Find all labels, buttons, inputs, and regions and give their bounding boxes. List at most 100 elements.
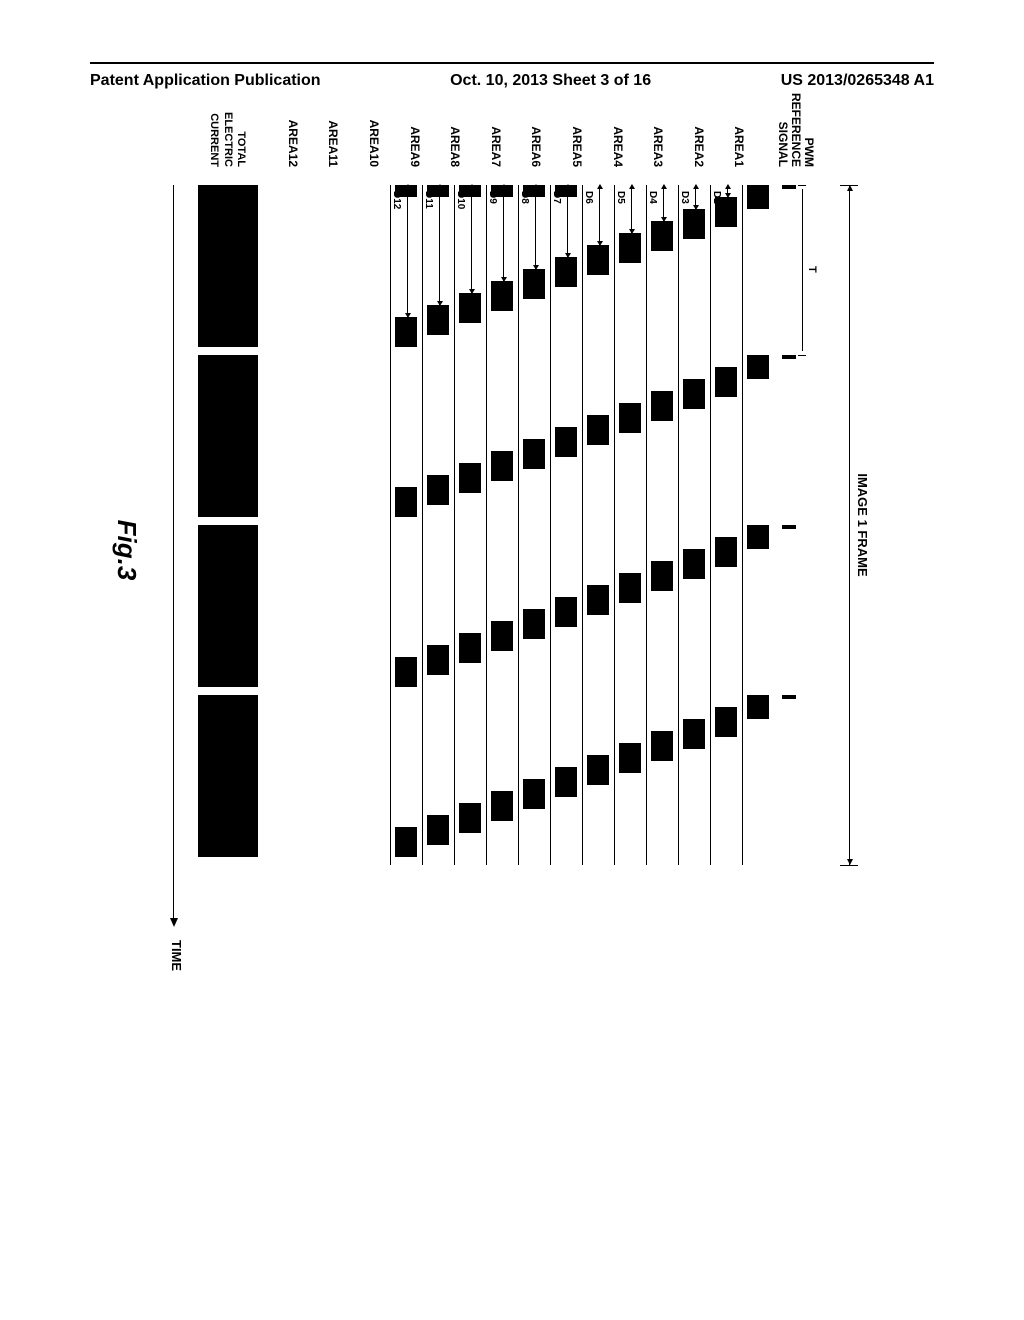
area-label: AREA11 [313, 60, 354, 175]
wraparound-pulse [555, 185, 577, 197]
period-tick [798, 185, 806, 186]
total-label: TOTAL ELECTRIC CURRENT [192, 60, 262, 175]
patent-page: Patent Application Publication Oct. 10, … [0, 0, 1024, 1320]
pwm-on-pulse [459, 633, 481, 663]
pwm-on-pulse [523, 269, 545, 299]
pwm-on-pulse [491, 621, 513, 651]
area-track: D8 [518, 185, 550, 865]
delay-arrow [471, 185, 472, 293]
area-track: D4 [646, 185, 678, 865]
plot-area: TD2D3D4D5D6D7D8D9D10D11D12 [272, 185, 832, 865]
delay-arrow [503, 185, 504, 281]
pwm-on-pulse [619, 743, 641, 773]
pwm-pulse [782, 185, 796, 189]
delay-label: D5 [615, 191, 626, 204]
area-label: AREA8 [434, 60, 475, 175]
pwm-on-pulse [427, 645, 449, 675]
delay-arrow [695, 185, 696, 209]
pwm-track: T [774, 185, 832, 865]
time-axis-label: TIME [169, 940, 184, 971]
pwm-on-pulse [619, 233, 641, 263]
pwm-on-pulse [587, 755, 609, 785]
area-label: AREA2 [678, 60, 719, 175]
pwm-on-pulse [491, 791, 513, 821]
frame-span-arrow [849, 185, 850, 865]
pwm-on-pulse [587, 245, 609, 275]
row-labels-column: PWM REFERENCE SIGNAL AREA1 AREA2 AREA3 A… [272, 60, 832, 175]
pwm-on-pulse [459, 293, 481, 323]
pwm-on-pulse [747, 355, 769, 379]
pwm-on-pulse [683, 209, 705, 239]
delay-arrow [663, 185, 664, 221]
pwm-pulse [782, 525, 796, 529]
pwm-on-pulse [747, 525, 769, 549]
frame-tick-right [840, 865, 858, 866]
pwm-on-pulse [555, 427, 577, 457]
pwm-on-pulse [459, 803, 481, 833]
pwm-on-pulse [491, 281, 513, 311]
delay-arrow [439, 185, 440, 305]
area-label: AREA10 [353, 60, 394, 175]
pwm-on-pulse [715, 537, 737, 567]
delay-label: D3 [679, 191, 690, 204]
pwm-on-pulse [395, 317, 417, 347]
pwm-on-pulse [555, 597, 577, 627]
pwm-on-pulse [555, 767, 577, 797]
area-label: AREA5 [556, 60, 597, 175]
pwm-on-pulse [651, 221, 673, 251]
pwm-on-pulse [555, 257, 577, 287]
delay-arrow [727, 185, 728, 197]
total-current-bar [198, 185, 258, 347]
area-track: D5 [614, 185, 646, 865]
wraparound-pulse [427, 185, 449, 197]
area-track: D11 [422, 185, 454, 865]
area-label: AREA9 [394, 60, 435, 175]
pwm-on-pulse [587, 415, 609, 445]
wraparound-pulse [459, 185, 481, 197]
delay-label: D6 [583, 191, 594, 204]
pwm-pulse [782, 695, 796, 699]
area-track: D2 [710, 185, 742, 865]
delay-label: D2 [711, 191, 722, 204]
pwm-on-pulse [651, 731, 673, 761]
area-track [742, 185, 774, 865]
pwm-on-pulse [747, 185, 769, 209]
timing-chart: IMAGE 1 FRAME PWM REFERENCE SIGNAL AREA1… [162, 60, 862, 1040]
pwm-on-pulse [427, 815, 449, 845]
area-track: D7 [550, 185, 582, 865]
period-label: T [806, 266, 818, 273]
pwm-on-pulse [395, 657, 417, 687]
wraparound-pulse [523, 185, 545, 197]
pwm-on-pulse [523, 609, 545, 639]
wraparound-pulse [491, 185, 513, 197]
pwm-on-pulse [715, 707, 737, 737]
total-current-bar [198, 355, 258, 517]
pwm-on-pulse [587, 585, 609, 615]
area-track: D3 [678, 185, 710, 865]
pwm-on-pulse [491, 451, 513, 481]
frame-label: IMAGE 1 FRAME [855, 185, 870, 865]
area-track: D6 [582, 185, 614, 865]
period-span [802, 189, 803, 351]
delay-label: D4 [647, 191, 658, 204]
figure-number: Fig.3 [111, 60, 142, 1040]
pwm-on-pulse [395, 487, 417, 517]
pwm-on-pulse [651, 561, 673, 591]
area-track: D10 [454, 185, 486, 865]
frame-tick-left [840, 185, 858, 186]
total-current-bar [198, 695, 258, 857]
pwm-on-pulse [523, 779, 545, 809]
area-label: AREA7 [475, 60, 516, 175]
total-current-track [192, 185, 262, 865]
pwm-on-pulse [619, 403, 641, 433]
pwm-label: PWM REFERENCE SIGNAL [759, 60, 832, 175]
delay-arrow [407, 185, 408, 317]
time-axis [173, 185, 174, 925]
pwm-on-pulse [427, 475, 449, 505]
area-label: AREA1 [718, 60, 759, 175]
delay-arrow [599, 185, 600, 245]
pwm-pulse [782, 355, 796, 359]
pwm-on-pulse [683, 549, 705, 579]
period-tick [798, 355, 806, 356]
pwm-on-pulse [619, 573, 641, 603]
